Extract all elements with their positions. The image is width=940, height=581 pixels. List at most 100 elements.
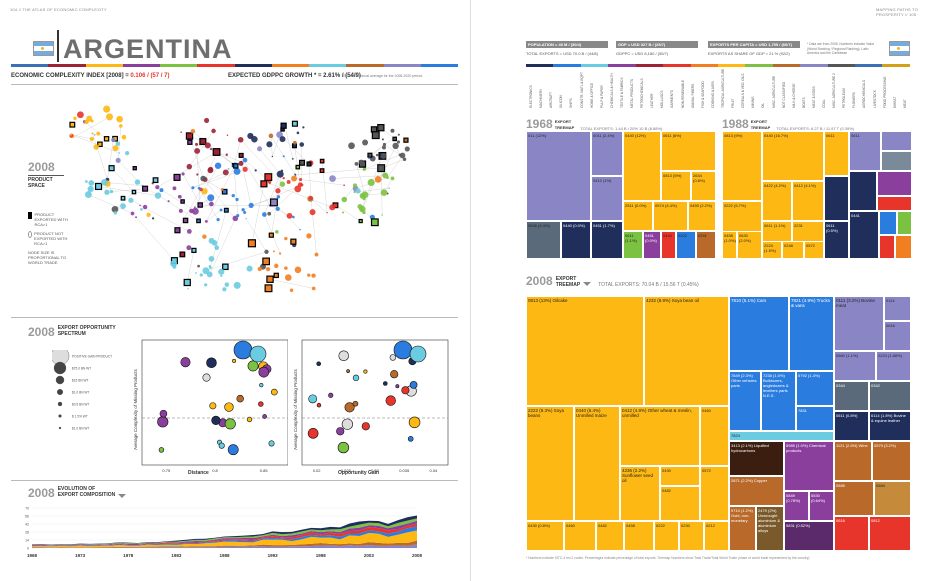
treemap-cell[interactable] [881, 131, 912, 151]
treemap-cell[interactable]: 0572 [700, 466, 729, 521]
treemap-cell[interactable]: 2634 (0.8%) [691, 171, 716, 201]
treemap-cell[interactable]: 7238 (1.0%) Bulldozers, angledozers & le… [761, 371, 796, 431]
treemap-cell[interactable]: 0660 (1.1%) [834, 351, 876, 381]
opportunity-point [209, 402, 217, 410]
treemap-cell[interactable]: 0440 (16.7%) [762, 131, 824, 181]
treemap-cell[interactable]: 0459 (2.2%) [688, 201, 716, 231]
treemap-total: TOTAL EXPORTS: 1.44 B / 20% 10 B (8.88%) [580, 126, 663, 131]
treemap-cell[interactable]: 2224 (1.88%) [876, 351, 911, 381]
dropdown-icon[interactable] [118, 494, 127, 498]
product-node [396, 140, 400, 144]
treemap-cell[interactable] [877, 171, 912, 196]
treemap-cell[interactable]: 0241 [696, 231, 716, 259]
product-node [286, 212, 293, 219]
opportunity-point [307, 428, 319, 439]
treemap-cell[interactable]: 0212 [704, 521, 729, 551]
treemap-cell[interactable]: 0611 (1.1%) [623, 231, 643, 259]
treemap-cell[interactable]: 7824 [729, 431, 834, 441]
treemap-cell[interactable]: 2871 (2.2%) Copper [729, 476, 784, 506]
treemap-cell[interactable]: 0441 [849, 211, 879, 259]
treemap-cell[interactable]: 6114 (1.8%) Bovine & equine leather [869, 411, 911, 441]
treemap-cell[interactable]: 0440 [661, 231, 676, 259]
legend-label: NOT CLASSIFIED [781, 81, 786, 108]
product-node-exported [180, 199, 185, 204]
treemap-cell[interactable]: 0812 [869, 516, 911, 551]
treemap-cell[interactable] [895, 235, 912, 259]
treemap-cell[interactable]: 7831 [796, 406, 834, 431]
treemap-cell[interactable]: 3413 (2.1%) Liquified hydrocarbons [729, 441, 784, 476]
treemap-cell[interactable]: 0440 (6.4%) Unmilled maize [574, 406, 620, 521]
treemap-cell[interactable]: 0458 [624, 521, 654, 551]
treemap-cell[interactable]: 0630 (2.0%) [737, 231, 762, 259]
treemap-cell[interactable]: 0813 (9%) [722, 131, 762, 201]
treemap-cell[interactable]: 0111 (3.2%) Bovine meat [834, 296, 884, 351]
treemap-cell[interactable]: 0412 (1%) [591, 176, 623, 221]
treemap-cell[interactable]: 0579 (3.2%) [872, 441, 911, 481]
treemap-cell[interactable]: 0460 [564, 521, 596, 551]
treemap-cell[interactable]: 0616 [884, 321, 911, 351]
treemap-cell[interactable]: 0611 [849, 131, 881, 171]
treemap-cell[interactable]: 0584 [874, 481, 911, 516]
treemap-cell[interactable]: 0611 (0.8%) [834, 411, 869, 441]
treemap-cell[interactable]: 5831 (0.52%) [784, 521, 834, 551]
treemap-cell[interactable]: 0344 [834, 381, 869, 411]
treemap-cell[interactable]: 0430 (0.8%) [526, 521, 564, 551]
treemap-1968: 011 (12%) 0011 (2.4%) 0412 (1%) 0546 (4.4%)… [526, 131, 716, 259]
treemap-cell[interactable]: 7849 (2.3%) Other vehicles parts [729, 371, 761, 431]
treemap-cell[interactable] [897, 211, 912, 235]
treemap-cell[interactable]: 0451 (0.0%) [643, 231, 661, 259]
treemap-cell[interactable]: 5849 (0.78%) [784, 491, 809, 521]
treemap-cell[interactable] [824, 176, 849, 221]
treemap-cell[interactable]: 0440 (0.0%) [561, 221, 591, 259]
product-node [111, 137, 116, 143]
treemap-cell[interactable]: 0574 (4.4%) [653, 201, 688, 231]
treemap-cell[interactable] [877, 196, 912, 211]
treemap-cell[interactable]: 0611 [824, 131, 849, 176]
treemap-cell[interactable]: 7821 (4.9%) Trucks & vans [789, 296, 834, 371]
treemap-cell[interactable]: 2222 (9.3%) Soya beans [526, 406, 574, 521]
treemap-cell[interactable] [879, 235, 895, 259]
treemap-cell[interactable]: 4232 (8.8%) Soya bean oil [644, 296, 729, 406]
treemap-cell[interactable]: 0451 (1.7%) [591, 221, 623, 259]
treemap-cell[interactable]: 0230 [679, 521, 704, 551]
treemap-cell[interactable]: 5530 (0.64%) [809, 491, 834, 521]
treemap-cell[interactable]: 0114 [884, 296, 911, 321]
treemap-cell[interactable]: 0482 [660, 486, 700, 521]
treemap-cell[interactable]: 4236 (2.2%) Sunflower seed oil [620, 466, 660, 521]
treemap-cell[interactable]: 7810 (5.1%) Cars [729, 296, 789, 371]
treemap-cell[interactable]: 011 (12%) [526, 131, 591, 221]
treemap-cell[interactable]: 5792 (1.4%) [796, 371, 834, 406]
treemap-cell[interactable]: 0611 (0.5%) [824, 221, 849, 259]
treemap-cell[interactable]: 5989 (1.0%) Chemical products [784, 441, 834, 491]
treemap-cell[interactable]: 0458 (1.0%) [722, 231, 737, 259]
treemap-cell[interactable]: 1121 (2.6%) Wine [834, 441, 872, 481]
treemap-cell[interactable]: 0572 [804, 241, 824, 259]
treemap-cell[interactable]: 0585 [834, 481, 874, 516]
treemap-cell[interactable]: 0813 (5%) [661, 171, 691, 201]
treemap-cell[interactable]: 9710 (1.2%) Gold, non-monetary [729, 506, 756, 551]
treemap-cell[interactable]: 2224 (1.5%) [762, 241, 782, 259]
treemap-cell[interactable]: 0546 (4.4%) [526, 221, 561, 259]
treemap-cell[interactable]: 0342 [869, 381, 911, 411]
treemap-cell[interactable]: 2511 (0.0%) [623, 201, 653, 231]
treemap-cell[interactable]: 0611 (6%) [661, 131, 716, 171]
treemap-cell[interactable]: 0412 (4.1%) [792, 181, 824, 221]
dropdown-icon[interactable] [583, 282, 592, 286]
treemap-cell[interactable]: 0412 (4.8%) Other wheat & meslin, unmill… [620, 406, 700, 466]
treemap-cell[interactable] [881, 151, 912, 171]
treemap-cell[interactable]: 0813 (13%) Oilcake [526, 296, 644, 406]
treemap-cell[interactable] [879, 211, 897, 235]
treemap-cell[interactable]: 0222 [676, 231, 696, 259]
treemap-cell[interactable] [849, 171, 877, 211]
treemap-cell[interactable]: 2479 (2%) Unwrought aluminium & aluminiu… [756, 506, 784, 551]
treemap-cell[interactable]: 0460 [700, 406, 729, 466]
treemap-cell[interactable]: 0011 (2.4%) [591, 131, 623, 176]
treemap-cell[interactable]: 0616 [834, 516, 869, 551]
treemap-cell[interactable]: 0430 [660, 466, 700, 486]
treemap-cell[interactable]: 0248 [782, 241, 804, 259]
treemap-cell[interactable]: 0482 [596, 521, 624, 551]
product-node [222, 287, 227, 292]
treemap-cell[interactable]: 0440 (12%) [623, 131, 661, 201]
treemap-cell[interactable]: 0222 [654, 521, 679, 551]
treemap-cell[interactable]: 0422 (4.2%) [762, 181, 792, 221]
